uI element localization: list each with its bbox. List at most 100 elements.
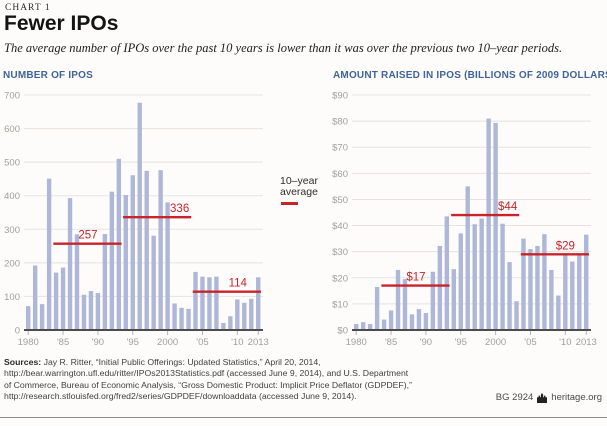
y-axis-label: 700 — [4, 91, 20, 102]
y-axis-label: $90 — [332, 91, 348, 102]
bar-2006 — [535, 245, 540, 330]
bar-1981 — [32, 265, 38, 330]
bar-1998 — [151, 235, 156, 330]
bar-2013 — [584, 234, 589, 330]
bar-2004 — [521, 238, 526, 330]
right-chart-title: AMOUNT RAISED IN IPOS (BILLIONS OF 2009 … — [333, 70, 607, 81]
bar-2013 — [256, 277, 261, 330]
bar-1992 — [437, 245, 443, 330]
bar-1990 — [95, 293, 101, 330]
bar-1982 — [39, 304, 45, 330]
bar-2012 — [249, 298, 254, 330]
bar-1999 — [486, 118, 491, 330]
source-line: Sources: Jay R. Ritter, “Initial Public … — [4, 357, 321, 367]
bar-1985 — [388, 310, 394, 330]
average-label: 114 — [229, 278, 248, 290]
y-axis-label: $60 — [332, 169, 348, 180]
bar-1986 — [395, 269, 401, 330]
bar-2003 — [514, 301, 519, 330]
bar-1991 — [430, 271, 436, 330]
bar-1993 — [444, 216, 450, 330]
bar-1994 — [451, 269, 456, 330]
y-axis-label: 100 — [4, 292, 20, 303]
bar-2002 — [179, 307, 184, 330]
bar-2011 — [570, 261, 575, 330]
source-line: of Commerce, Bureau of Economic Analysis… — [4, 379, 412, 390]
chart-subtitle: The average number of IPOs over the past… — [4, 41, 563, 55]
bar-2010 — [235, 299, 240, 330]
x-axis-label: '95 — [455, 337, 467, 348]
footer-branding: BG 2924 heritage.org — [496, 392, 602, 403]
bar-1997 — [472, 224, 477, 330]
bar-2001 — [500, 223, 505, 330]
bar-2011 — [242, 302, 247, 330]
y-axis-label: $50 — [332, 195, 348, 206]
bar-1988 — [409, 314, 415, 330]
y-axis-label: $0 — [337, 326, 348, 337]
x-axis-label: '05 — [524, 337, 536, 348]
x-axis-label: '90 — [420, 337, 432, 348]
y-axis-label: 500 — [4, 158, 20, 169]
average-label: $44 — [498, 201, 518, 213]
bar-1983 — [46, 178, 52, 330]
x-axis-label: '10 — [559, 337, 571, 348]
y-axis-label: $20 — [332, 273, 348, 284]
average-line-swatch — [281, 202, 298, 205]
bar-2009 — [556, 295, 561, 330]
bar-1998 — [479, 218, 484, 330]
site-link: heritage.org — [551, 392, 602, 403]
x-axis-label: '85 — [57, 337, 69, 348]
bar-1994 — [123, 195, 128, 330]
bar-2007 — [542, 234, 547, 330]
x-axis-label: 2000 — [157, 337, 178, 348]
source-line: http://research.stlouisfed.org/fred2/ser… — [4, 390, 357, 401]
x-axis-label: '95 — [127, 337, 139, 348]
bar-2008 — [549, 269, 554, 330]
bar-1986 — [67, 198, 73, 330]
x-axis-label: '05 — [196, 337, 208, 348]
y-axis-label: $80 — [332, 117, 348, 128]
bar-1982 — [367, 323, 373, 330]
ipo-amount-chart: $0 $10 $20 $30 $40 $50 $60 $70 $80 $90 1980 '85 '90 '… — [332, 91, 597, 349]
source-line: http://bear.warrington.ufl.edu/ritter/IP… — [4, 368, 409, 379]
bar-1990 — [423, 313, 429, 330]
bar-2009 — [228, 316, 233, 330]
y-axis-label: 300 — [4, 225, 20, 236]
x-axis-label: '85 — [385, 337, 397, 348]
x-axis-label: 1980 — [18, 337, 39, 348]
y-axis-label: 200 — [4, 258, 20, 269]
bar-1995 — [458, 233, 463, 330]
bar-2002 — [507, 262, 512, 330]
doc-id: BG 2924 — [495, 392, 534, 403]
bar-1995 — [130, 175, 135, 330]
bar-1992 — [109, 191, 115, 330]
bar-1984 — [53, 272, 59, 330]
bar-1985 — [60, 267, 66, 330]
x-axis-label: 1980 — [346, 337, 367, 348]
bar-2005 — [200, 276, 205, 330]
legend-label-line1: 10–year — [280, 175, 318, 187]
y-axis-label: $10 — [332, 299, 348, 310]
y-axis-label: $40 — [332, 221, 348, 232]
legend-10-year-average: 10–year average — [280, 176, 318, 205]
bar-2005 — [528, 249, 533, 330]
y-axis-label: 600 — [4, 124, 20, 135]
bar-2003 — [186, 308, 191, 330]
bar-2007 — [214, 276, 219, 330]
x-axis-label: 2013 — [576, 337, 597, 348]
ipo-count-chart: 0 100 200 300 400 500 600 700 1980 '85 '90 '95 2000 '… — [4, 91, 269, 349]
bar-1987 — [74, 234, 80, 330]
x-axis-label: '10 — [231, 337, 243, 348]
y-axis-label: 400 — [4, 191, 20, 202]
page-title: Fewer IPOs — [4, 12, 119, 35]
bar-2006 — [207, 277, 212, 330]
bar-1987 — [402, 279, 408, 330]
bar-2012 — [577, 253, 582, 330]
bar-1980 — [26, 306, 31, 330]
bar-2010 — [563, 254, 568, 330]
average-label: $29 — [556, 240, 575, 252]
bar-1981 — [360, 322, 366, 330]
x-axis-label: 2013 — [248, 337, 269, 348]
x-axis-label: 2000 — [485, 337, 506, 348]
bar-1983 — [374, 286, 380, 330]
